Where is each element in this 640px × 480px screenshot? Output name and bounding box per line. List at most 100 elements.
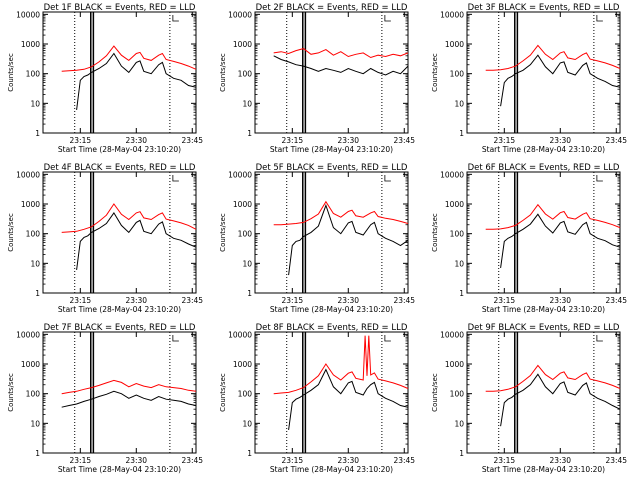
y-axis-label: Counts/sec xyxy=(7,53,15,92)
x-tick-label: 23:30 xyxy=(549,456,571,465)
x-tick-label: 23:30 xyxy=(125,456,147,465)
series-line-events xyxy=(288,368,409,430)
chart-panel-8: Det 8F BLACK = Events, RED = LLD Counts/s… xyxy=(219,323,415,474)
y-tick-label: 10 xyxy=(30,419,40,428)
chart-panel-5: Det 5F BLACK = Events, RED = LLD Counts/s… xyxy=(219,163,415,314)
y-tick-label: 10 xyxy=(30,99,40,108)
series-line-lld xyxy=(485,203,621,230)
y-axis-label: Counts/sec xyxy=(219,213,227,252)
y-axis-label: Counts/sec xyxy=(7,373,15,412)
y-tick-label: 1 xyxy=(459,129,464,138)
chart-panel-4: Det 4F BLACK = Events, RED = LLD Counts/s… xyxy=(7,163,203,314)
series-line-events xyxy=(288,203,409,276)
bracket-mark xyxy=(172,15,179,22)
x-axis-label: Start Time (28-May-04 23:10:20) xyxy=(58,305,181,314)
x-axis-label: Start Time (28-May-04 23:10:20) xyxy=(270,305,393,314)
series-line-events xyxy=(61,390,197,408)
chart-panel-1: Det 1F BLACK = Events, RED = LLD Counts/s… xyxy=(7,3,203,154)
y-tick-label: 1 xyxy=(35,289,40,298)
series-line-events xyxy=(500,213,621,268)
y-tick-label: 1 xyxy=(459,289,464,298)
x-tick-label: 23:15 xyxy=(494,296,516,305)
y-axis-label: Counts/sec xyxy=(219,53,227,92)
y-tick-label: 10000 xyxy=(16,330,40,339)
chart-title: Det 7F BLACK = Events, RED = LLD xyxy=(44,323,196,333)
x-axis-label: Start Time (28-May-04 23:10:20) xyxy=(270,465,393,474)
x-axis-label: Start Time (28-May-04 23:10:20) xyxy=(482,465,605,474)
y-tick-label: 1 xyxy=(459,449,464,458)
series-line-events xyxy=(76,211,197,270)
series-line-events xyxy=(500,54,621,107)
y-tick-label: 1000 xyxy=(233,200,252,209)
y-tick-label: 10000 xyxy=(440,170,464,179)
x-tick-label: 23:45 xyxy=(181,456,203,465)
y-axis-label: Counts/sec xyxy=(431,373,439,412)
y-tick-label: 10000 xyxy=(228,330,252,339)
chart-title: Det 1F BLACK = Events, RED = LLD xyxy=(44,3,196,13)
y-axis-label: Counts/sec xyxy=(219,373,227,412)
y-tick-label: 100 xyxy=(450,70,465,79)
y-tick-label: 10000 xyxy=(440,10,464,19)
y-tick-label: 1 xyxy=(35,129,40,138)
plot-frame xyxy=(42,171,197,294)
chart-title: Det 9F BLACK = Events, RED = LLD xyxy=(468,323,620,333)
y-tick-label: 100 xyxy=(450,390,465,399)
y-tick-label: 1000 xyxy=(445,40,464,49)
x-tick-label: 23:15 xyxy=(494,136,516,145)
series-line-lld xyxy=(485,364,621,392)
y-tick-label: 1000 xyxy=(445,360,464,369)
y-tick-label: 1000 xyxy=(445,200,464,209)
plot-frame xyxy=(254,331,409,454)
x-axis-label: Start Time (28-May-04 23:10:20) xyxy=(482,145,605,154)
y-tick-label: 100 xyxy=(238,390,253,399)
series-line-lld xyxy=(61,203,197,233)
y-tick-label: 10000 xyxy=(228,170,252,179)
y-axis-label: Counts/sec xyxy=(7,213,15,252)
chart-title: Det 4F BLACK = Events, RED = LLD xyxy=(44,163,196,173)
chart-panel-2: Det 2F BLACK = Events, RED = LLD Counts/s… xyxy=(219,3,415,154)
x-tick-label: 23:30 xyxy=(337,296,359,305)
x-tick-label: 23:45 xyxy=(605,456,627,465)
y-tick-label: 1 xyxy=(247,449,252,458)
plot-frame xyxy=(466,11,621,134)
x-tick-label: 23:30 xyxy=(337,136,359,145)
y-tick-label: 100 xyxy=(450,230,465,239)
x-tick-label: 23:45 xyxy=(605,296,627,305)
bracket-mark xyxy=(596,15,603,22)
bracket-mark xyxy=(384,175,391,182)
bracket-mark xyxy=(172,175,179,182)
bracket-mark xyxy=(596,335,603,342)
y-tick-label: 10 xyxy=(242,259,252,268)
y-tick-label: 100 xyxy=(26,390,41,399)
x-axis-label: Start Time (28-May-04 23:10:20) xyxy=(482,305,605,314)
series-line-lld xyxy=(61,45,197,72)
x-axis-label: Start Time (28-May-04 23:10:20) xyxy=(270,145,393,154)
x-tick-label: 23:15 xyxy=(282,296,304,305)
x-tick-label: 23:15 xyxy=(282,136,304,145)
y-tick-label: 1000 xyxy=(233,40,252,49)
y-tick-label: 1000 xyxy=(21,40,40,49)
y-tick-label: 10 xyxy=(454,259,464,268)
x-tick-label: 23:45 xyxy=(181,296,203,305)
x-tick-label: 23:15 xyxy=(70,136,92,145)
x-tick-label: 23:30 xyxy=(125,136,147,145)
series-line-events xyxy=(500,373,621,427)
x-tick-label: 23:45 xyxy=(605,136,627,145)
plot-frame xyxy=(466,331,621,454)
series-line-lld xyxy=(61,379,197,395)
chart-title: Det 2F BLACK = Events, RED = LLD xyxy=(256,3,408,13)
bracket-mark xyxy=(384,335,391,342)
x-tick-label: 23:15 xyxy=(70,456,92,465)
x-axis-label: Start Time (28-May-04 23:10:20) xyxy=(58,145,181,154)
series-line-lld xyxy=(273,48,409,59)
y-tick-label: 1 xyxy=(247,129,252,138)
x-tick-label: 23:45 xyxy=(393,296,415,305)
y-tick-label: 10 xyxy=(242,99,252,108)
series-line-lld xyxy=(273,200,409,226)
y-axis-label: Counts/sec xyxy=(431,213,439,252)
plot-frame xyxy=(42,11,197,134)
x-tick-label: 23:30 xyxy=(549,296,571,305)
x-tick-label: 23:15 xyxy=(70,296,92,305)
series-line-events xyxy=(273,55,409,76)
y-tick-label: 10000 xyxy=(16,10,40,19)
